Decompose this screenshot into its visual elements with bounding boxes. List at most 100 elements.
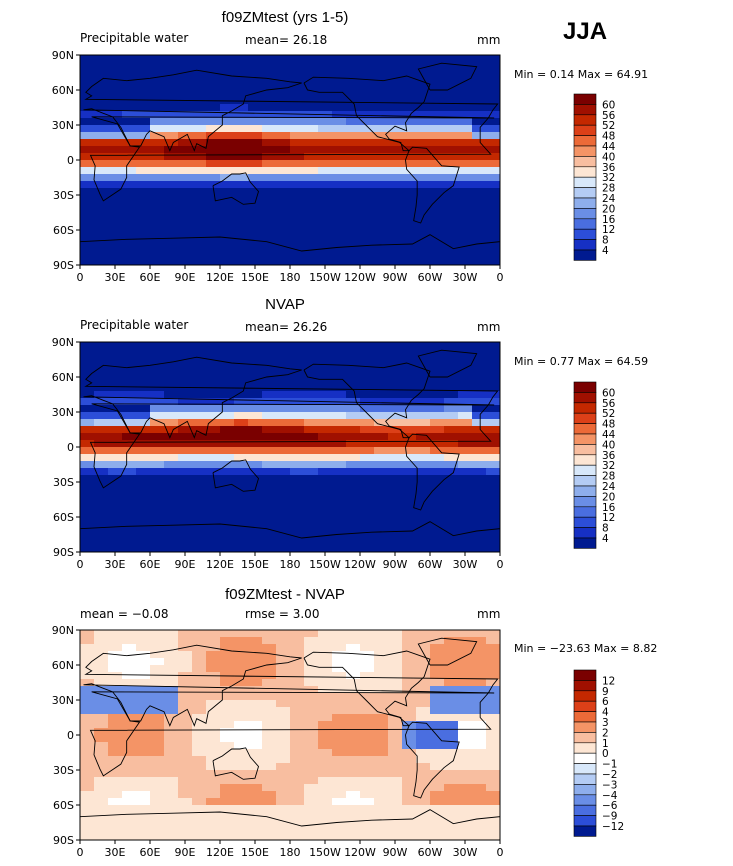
colorbar-label: 20 [602, 491, 615, 503]
colorbar-label: −2 [602, 769, 617, 781]
panel-1-units-label: mm [477, 33, 501, 47]
colorbar-swatch [573, 485, 597, 497]
colorbar-label: 9 [602, 686, 609, 698]
colorbar-swatch [573, 228, 597, 240]
colorbar-swatch [573, 794, 597, 806]
x-tick-label: 60W [418, 558, 443, 571]
colorbar-label: 36 [602, 450, 616, 462]
x-tick-label: 120W [344, 558, 376, 571]
x-tick-label: 180 [280, 846, 301, 859]
colorbar-swatch [573, 815, 597, 827]
colorbar-swatch [573, 752, 597, 764]
colorbar-swatch [573, 249, 597, 261]
x-tick-label: 120E [206, 271, 234, 284]
colorbar-label: 24 [602, 481, 616, 493]
y-tick-label: 0 [67, 729, 74, 742]
x-tick-label: 120W [344, 846, 376, 859]
colorbar-label: 40 [602, 151, 615, 163]
x-tick-label: 150E [241, 846, 269, 859]
x-tick-label: 30E [105, 558, 126, 571]
colorbar-label: 56 [602, 110, 616, 122]
colorbar-swatch [573, 475, 597, 487]
colorbar-swatch [573, 700, 597, 712]
y-tick-label: 60N [52, 371, 74, 384]
colorbar-label: 2 [602, 727, 609, 739]
colorbar-label: 12 [602, 675, 615, 687]
y-tick-label: 30S [53, 764, 74, 777]
panel-1-map: 0 30E 60E 90E 120E 150E 180 150W 120W 90W 60W 30W 09… [52, 50, 504, 284]
x-tick-label: 120E [206, 558, 234, 571]
panel-3-left-label: mean = −0.08 [80, 607, 169, 621]
colorbar-label: 6 [602, 696, 609, 708]
colorbar-swatch [573, 104, 597, 116]
x-tick-label: 150E [241, 271, 269, 284]
colorbar-swatch [573, 208, 597, 220]
x-tick-label: 0 [77, 558, 84, 571]
colorbar-label: 36 [602, 162, 616, 174]
colorbar-swatch [573, 166, 597, 178]
colorbar-swatch [573, 506, 597, 518]
colorbar-label: 16 [602, 502, 616, 514]
y-tick-label: 30N [52, 406, 74, 419]
colorbar-swatch [573, 496, 597, 508]
colorbar-label: −6 [602, 800, 618, 812]
x-tick-label: 150W [309, 846, 341, 859]
panel-3-center-label: rmse = 3.00 [245, 607, 320, 621]
x-tick-label: 120E [206, 846, 234, 859]
colorbar-swatch [573, 454, 597, 466]
y-tick-label: 30N [52, 694, 74, 707]
panel-2-left-label: Precipitable water [80, 318, 189, 332]
colorbar-label: 1 [602, 738, 609, 750]
panel-3-map: 0 30E 60E 90E 120E 150E 180 150W 120W 90W 60W 30W 09… [52, 625, 504, 859]
x-tick-label: 60W [418, 271, 443, 284]
colorbar-swatch [573, 176, 597, 188]
colorbar-label: 4 [602, 707, 609, 719]
colorbar-swatch [573, 218, 597, 230]
colorbar-label: 48 [602, 131, 615, 143]
colorbar-swatch [573, 381, 597, 393]
colorbar-swatch [573, 784, 597, 796]
colorbar-swatch [573, 145, 597, 157]
x-tick-label: 150E [241, 558, 269, 571]
y-tick-label: 60S [53, 511, 74, 524]
colorbar-label: 32 [602, 172, 615, 184]
y-tick-label: 60S [53, 224, 74, 237]
y-tick-label: 90N [52, 337, 74, 349]
y-tick-label: 60S [53, 799, 74, 812]
y-tick-label: 60N [52, 84, 74, 97]
panel-2-minmax: Min = 0.77 Max = 64.59 [514, 355, 649, 368]
panel-1-title: f09ZMtest (yrs 1-5) [221, 9, 349, 26]
x-tick-label: 90W [383, 271, 408, 284]
x-tick-label: 60W [418, 846, 443, 859]
y-tick-label: 30S [53, 476, 74, 489]
colorbar-swatch [573, 680, 597, 692]
colorbar-label: −4 [602, 790, 618, 802]
panel-1-center-label: mean= 26.18 [245, 33, 328, 47]
x-tick-label: 180 [280, 271, 301, 284]
x-tick-label: 0 [77, 846, 84, 859]
colorbar-swatch [573, 732, 597, 744]
y-tick-label: 30N [52, 119, 74, 132]
colorbar-swatch [573, 239, 597, 251]
x-tick-label: 30E [105, 846, 126, 859]
x-tick-label: 30W [453, 846, 478, 859]
colorbar-label: 28 [602, 471, 615, 483]
colorbar-label: 0 [602, 748, 609, 760]
x-tick-label: 0 [77, 271, 84, 284]
colorbar-label: 12 [602, 512, 615, 524]
x-tick-label: 60E [140, 271, 161, 284]
x-tick-label: 180 [280, 558, 301, 571]
panel-2-map: 0 30E 60E 90E 120E 150E 180 150W 120W 90W 60W 30W 09… [52, 337, 504, 571]
colorbar-label: 16 [602, 214, 616, 226]
colorbar-label: 4 [602, 533, 609, 545]
x-tick-label: 60E [140, 846, 161, 859]
x-tick-label: 0 [497, 846, 504, 859]
map-field [80, 55, 501, 266]
colorbar-swatch [573, 124, 597, 136]
colorbar-label: 8 [602, 523, 609, 535]
x-tick-label: 0 [497, 558, 504, 571]
colorbar-swatch [573, 392, 597, 404]
colorbar-label: 56 [602, 398, 616, 410]
